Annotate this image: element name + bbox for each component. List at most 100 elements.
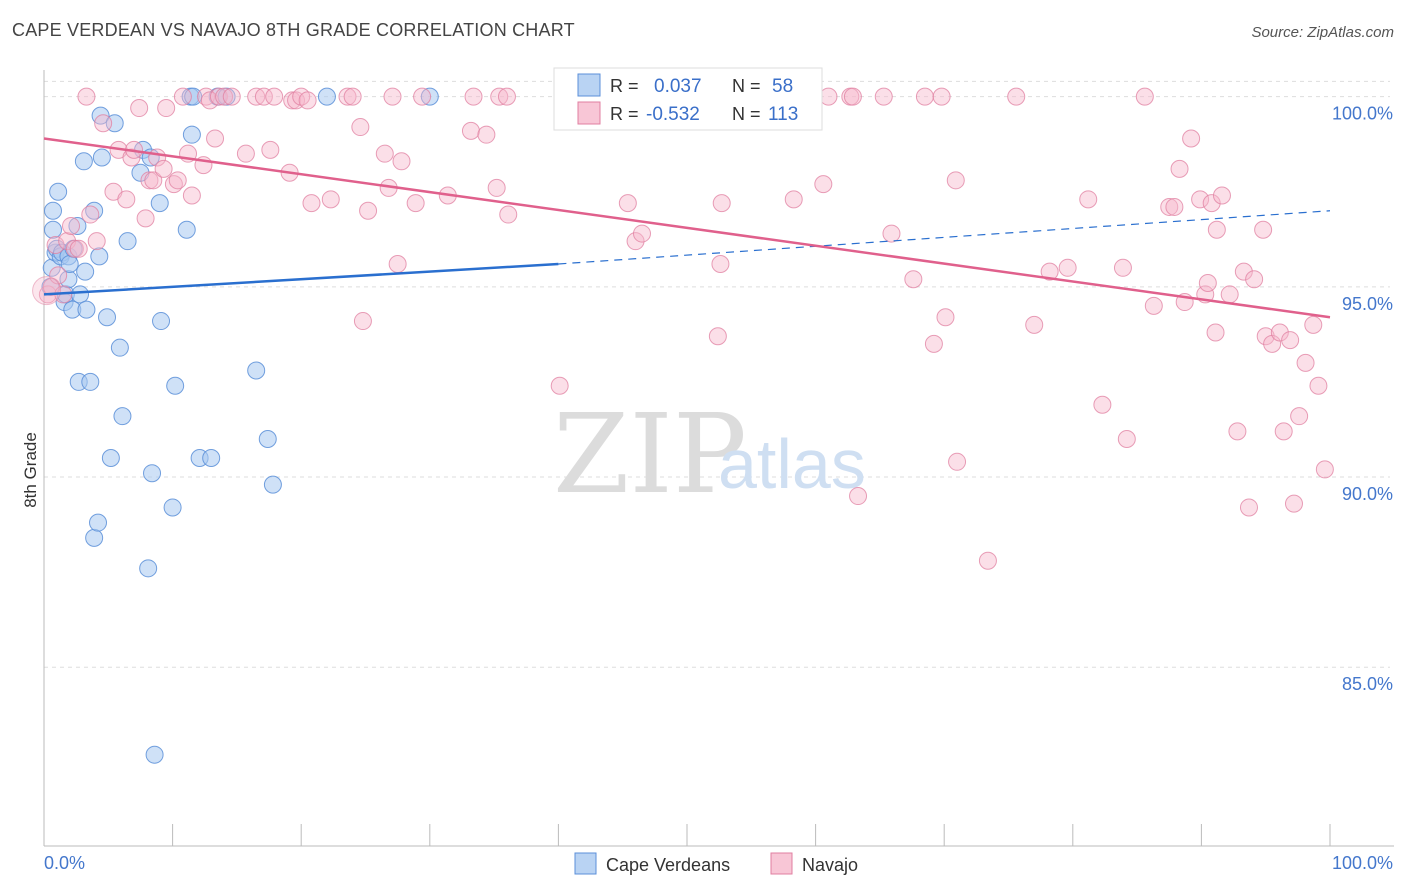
- point-navajo-87: [915, 87, 934, 106]
- point-navajo-126: [1281, 331, 1300, 350]
- point-navajo-128: [1290, 407, 1309, 426]
- point-navajo-130: [1304, 315, 1323, 334]
- point-cape-verdean-43: [163, 498, 182, 517]
- x-tick-labels: 0.0% 100.0%: [44, 853, 1393, 873]
- point-navajo-108: [1182, 129, 1201, 148]
- point-navajo-69: [550, 376, 569, 395]
- point-navajo-59: [406, 194, 425, 213]
- point-navajo-34: [209, 87, 228, 106]
- watermark-zip: ZIP: [553, 390, 747, 518]
- y-tick-labels: 85.0% 90.0% 95.0% 100.0%: [1332, 104, 1393, 695]
- point-navajo-21: [144, 171, 163, 190]
- axes: [43, 70, 1394, 847]
- point-cape-verdean-53: [247, 361, 266, 380]
- point-navajo-41: [265, 87, 284, 106]
- bottom-legend-swatch-navajo: [770, 852, 793, 875]
- point-cape-verdean-54: [258, 429, 277, 448]
- point-navajo-35: [215, 87, 234, 106]
- point-cape-verdean-37: [139, 559, 158, 578]
- point-navajo-113: [1206, 323, 1225, 342]
- point-navajo-48: [321, 190, 340, 209]
- y-tick-label-0: 85.0%: [1342, 674, 1393, 694]
- y-tick-label-1: 90.0%: [1342, 484, 1393, 504]
- point-navajo-68: [499, 205, 518, 224]
- point-navajo-43: [283, 91, 302, 110]
- point-navajo-94: [1007, 87, 1026, 106]
- point-cape-verdean-48: [184, 87, 203, 106]
- point-navajo-3: [49, 266, 68, 285]
- point-cape-verdean-20: [76, 262, 95, 281]
- point-cape-verdean-18: [71, 285, 90, 304]
- point-cape-verdean-23: [85, 528, 104, 547]
- point-navajo-127: [1284, 494, 1303, 513]
- point-cape-verdean-39: [143, 464, 162, 483]
- point-navajo-54: [375, 144, 394, 163]
- point-navajo-121: [1254, 220, 1273, 239]
- point-navajo-124: [1270, 323, 1289, 342]
- point-navajo-8: [69, 239, 88, 258]
- y-axis-title: 8th Grade: [21, 432, 40, 508]
- point-navajo-52: [353, 312, 372, 331]
- point-navajo-102: [1135, 87, 1154, 106]
- x-tick-label-0: 0.0%: [44, 853, 85, 873]
- point-navajo-26: [168, 171, 187, 190]
- x-tick-label-1: 100.0%: [1332, 853, 1393, 873]
- trend-line-cape-verdeans: [43, 262, 559, 296]
- trend-lines: [43, 137, 1331, 319]
- point-navajo-79: [814, 175, 833, 194]
- point-cape-verdean-16: [68, 216, 87, 235]
- point-navajo-57: [388, 255, 407, 273]
- point-navajo-86: [904, 270, 923, 289]
- point-navajo-115: [1212, 186, 1231, 205]
- legend-swatch-blue: [577, 73, 601, 97]
- point-cape-verdean-2: [44, 220, 63, 239]
- point-navajo-20: [140, 171, 159, 190]
- legend-r-label-2: R =: [610, 104, 639, 124]
- point-cape-verdean-50: [202, 449, 221, 467]
- point-navajo-32: [200, 91, 219, 110]
- point-navajo-51: [351, 118, 370, 137]
- point-navajo-27: [173, 87, 192, 106]
- legend-box: R = 0.037 N = 58 R = -0.532 N = 113: [553, 67, 823, 131]
- series-cape-verdeans: [41, 87, 439, 764]
- point-navajo-40: [261, 140, 280, 159]
- point-navajo-101: [1117, 429, 1136, 448]
- point-navajo-91: [946, 171, 965, 190]
- point-navajo-96: [1040, 262, 1059, 281]
- watermark-atlas: atlas: [718, 425, 866, 503]
- legend-n-value-1: 58: [772, 76, 793, 97]
- trend-line-navajo: [43, 137, 1331, 319]
- point-cape-verdean-42: [152, 312, 171, 331]
- trend-line-cape-verdeans-extension: [558, 210, 1331, 265]
- point-navajo-111: [1198, 274, 1217, 293]
- point-navajo-100: [1113, 258, 1132, 277]
- bottom-legend-label-cape-verdeans: Cape Verdeans: [606, 855, 730, 875]
- point-navajo-131: [1309, 376, 1328, 395]
- legend-n-value-2: 113: [768, 104, 798, 125]
- point-navajo-50: [343, 87, 362, 106]
- point-navajo-122: [1256, 327, 1275, 346]
- point-navajo-65: [487, 178, 506, 197]
- point-navajo-cluster: [32, 276, 62, 306]
- point-navajo-83: [849, 487, 868, 506]
- point-navajo-49: [338, 87, 357, 106]
- legend-n-label-2: N =: [732, 104, 761, 124]
- point-navajo-29: [182, 186, 201, 205]
- point-navajo-103: [1144, 296, 1163, 315]
- point-navajo-19: [136, 209, 155, 228]
- point-cape-verdean-55: [263, 475, 282, 494]
- point-navajo-9: [77, 87, 96, 106]
- point-cape-verdean-3: [44, 201, 63, 220]
- y-tick-label-2: 95.0%: [1342, 294, 1393, 314]
- point-cape-verdean-30: [101, 449, 120, 467]
- point-cape-verdean-45: [177, 220, 196, 239]
- point-navajo-85: [882, 224, 901, 243]
- point-navajo-89: [932, 87, 951, 106]
- point-navajo-106: [1170, 159, 1189, 178]
- point-navajo-24: [157, 99, 176, 118]
- point-navajo-104: [1160, 197, 1179, 216]
- point-navajo-73: [708, 327, 727, 346]
- point-cape-verdean-19: [74, 152, 93, 171]
- point-navajo-6: [62, 216, 81, 235]
- point-cape-verdean-32: [110, 338, 129, 357]
